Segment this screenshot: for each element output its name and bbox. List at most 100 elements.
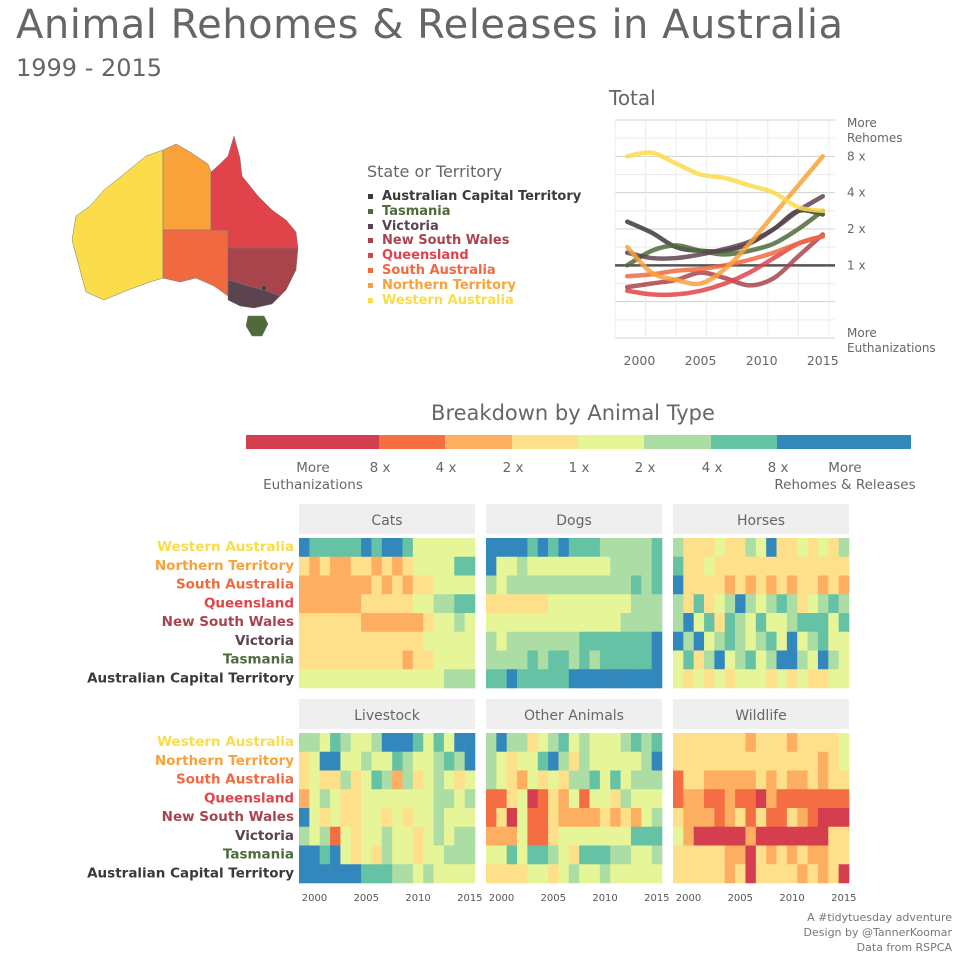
heat-cell — [568, 556, 580, 576]
heat-cell — [724, 845, 736, 865]
heat-cell — [412, 650, 424, 670]
legend-swatch — [368, 297, 373, 303]
heat-cell — [745, 808, 757, 828]
heat-cell — [340, 594, 352, 614]
heat-cell — [766, 594, 777, 614]
heat-cell — [381, 575, 393, 595]
heat-cell — [745, 789, 757, 809]
heat-cell — [693, 733, 705, 753]
heat-cell — [486, 631, 497, 651]
heat-cell — [838, 770, 850, 790]
heat-x-tick: 2015 — [831, 893, 856, 904]
heat-cell — [807, 751, 819, 771]
heat-cell — [454, 733, 465, 753]
heat-cell — [330, 594, 341, 614]
row-label-queensland: Queensland — [204, 790, 294, 806]
heat-cell — [755, 826, 767, 846]
heat-cell — [433, 556, 445, 576]
heat-cell — [361, 556, 372, 576]
heat-cell — [673, 864, 684, 884]
heat-cell — [641, 751, 652, 771]
heat-cell — [589, 864, 601, 884]
heat-cell — [361, 808, 372, 828]
heat-cell — [714, 864, 726, 884]
heat-cell — [641, 613, 652, 633]
heat-cell — [724, 808, 736, 828]
heat-cell — [610, 751, 621, 771]
heat-cell — [683, 826, 695, 846]
heat-cell — [381, 613, 393, 633]
heat-cell — [527, 538, 539, 558]
heat-cell — [464, 770, 476, 790]
heat-cell — [402, 864, 414, 884]
heat-cell — [340, 845, 352, 865]
credits: A #tidytuesday adventure Design by @Tann… — [804, 910, 952, 955]
heat-cell — [651, 613, 663, 633]
heat-cell — [704, 538, 715, 558]
heat-cell — [527, 733, 539, 753]
heat-cell — [838, 864, 850, 884]
heat-cell — [797, 770, 808, 790]
heat-cell — [589, 631, 601, 651]
heat-cell — [412, 594, 424, 614]
panel-title-cats: Cats — [371, 513, 402, 529]
heat-cell — [641, 733, 652, 753]
heat-cell — [817, 650, 829, 670]
row-label-tasmania: Tasmania — [223, 652, 294, 668]
heat-cell — [299, 613, 310, 633]
heat-cell — [755, 789, 767, 809]
heat-cell — [402, 613, 414, 633]
legend-item-south-australia: South Australia — [368, 263, 581, 279]
heat-cell — [641, 864, 652, 884]
heat-cell — [517, 751, 528, 771]
heat-cell — [361, 594, 372, 614]
heat-cell — [392, 864, 403, 884]
heat-cell — [361, 631, 372, 651]
heat-cell — [807, 650, 819, 670]
heat-cell — [548, 556, 559, 576]
heat-cell — [693, 770, 705, 790]
heat-cell — [776, 613, 788, 633]
heat-cell — [454, 845, 465, 865]
legend-item-victoria: Victoria — [368, 219, 581, 235]
heat-cell — [641, 594, 652, 614]
heat-x-tick: 2000 — [302, 893, 327, 904]
heat-cell — [517, 613, 528, 633]
heat-cell — [433, 789, 445, 809]
heat-cell — [319, 845, 331, 865]
heat-cell — [548, 669, 559, 689]
heat-cell — [506, 808, 518, 828]
heat-cell — [454, 575, 465, 595]
heat-cell — [433, 845, 445, 865]
heat-cell — [817, 808, 829, 828]
heat-cell — [817, 631, 829, 651]
heat-cell — [651, 650, 663, 670]
panel-strip — [299, 699, 475, 729]
heat-cell — [330, 864, 341, 884]
heat-cell — [381, 669, 393, 689]
heat-cell — [464, 789, 476, 809]
heat-cell — [817, 556, 829, 576]
heat-cell — [486, 789, 497, 809]
heat-cell — [589, 751, 601, 771]
heat-cell — [309, 864, 321, 884]
heat-cell — [443, 538, 455, 558]
heat-cell — [714, 826, 726, 846]
heat-x-tick: 2015 — [644, 893, 669, 904]
heat-cell — [735, 650, 746, 670]
legend-item-australian-capital-territory: Australian Capital Territory — [368, 189, 581, 205]
heat-cell — [486, 556, 497, 576]
heat-cell — [486, 669, 497, 689]
breakdown-title: Breakdown by Animal Type — [431, 401, 715, 425]
heat-cell — [755, 575, 767, 595]
heat-cell — [568, 613, 580, 633]
heat-cell — [486, 808, 497, 828]
heat-cell — [745, 650, 757, 670]
heat-cell — [412, 556, 424, 576]
heat-cell — [673, 594, 684, 614]
heat-cell — [392, 751, 403, 771]
heat-cell — [371, 575, 383, 595]
heat-cell — [299, 789, 310, 809]
heat-cell — [433, 864, 445, 884]
